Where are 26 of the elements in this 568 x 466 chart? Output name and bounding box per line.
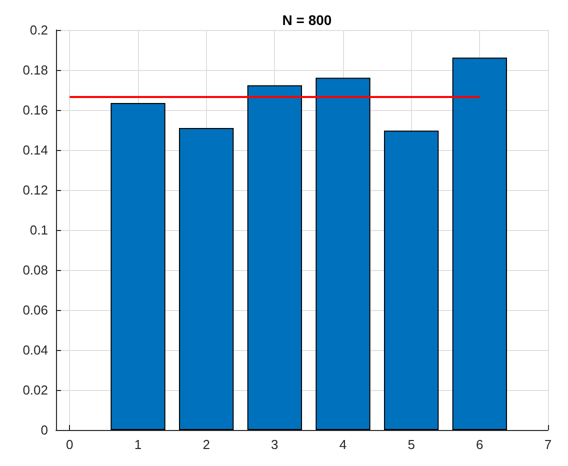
x-tick-label: 5 — [408, 437, 415, 452]
bar — [110, 103, 166, 430]
x-tick-label: 3 — [271, 437, 278, 452]
y-tick-label: 0.2 — [30, 22, 48, 38]
x-tick-label: 4 — [339, 437, 347, 452]
y-tick-label: 0.12 — [22, 182, 48, 198]
y-tick-label: 0 — [40, 422, 48, 438]
y-tick-label: 0.06 — [22, 302, 48, 318]
bar — [316, 78, 370, 430]
bar — [247, 85, 302, 430]
x-tick-label: 2 — [202, 437, 210, 452]
y-tick-label: 0.02 — [22, 382, 48, 398]
y-tick-label: 0.08 — [22, 262, 48, 278]
y-tick-label: 0.16 — [22, 102, 48, 118]
x-tick-label: 1 — [134, 437, 142, 452]
x-tick-label: 6 — [476, 437, 484, 452]
y-tick-label: 0.14 — [22, 142, 48, 158]
y-tick-label: 0.18 — [22, 62, 48, 78]
bar — [452, 58, 507, 430]
x-tick-label: 7 — [544, 437, 552, 452]
bar — [384, 130, 439, 430]
y-tick-label: 0.04 — [22, 342, 48, 358]
bar — [179, 128, 234, 430]
chart-title: N = 800 — [282, 12, 332, 28]
y-tick-label: 0.1 — [30, 222, 48, 238]
x-tick-label: 0 — [66, 437, 74, 452]
